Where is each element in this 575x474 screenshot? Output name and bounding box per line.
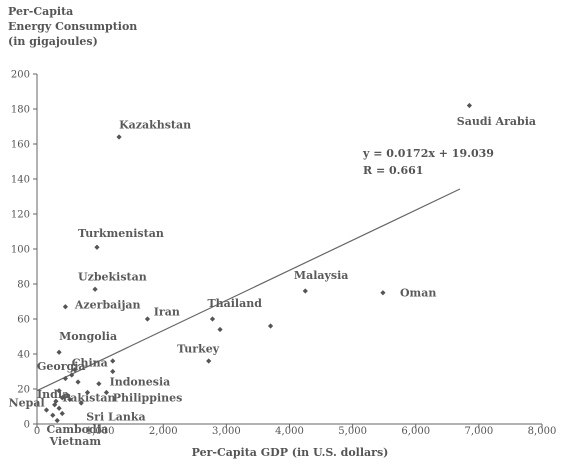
data-point <box>466 102 473 109</box>
data-point <box>144 316 151 322</box>
point-label: Indonesia <box>110 376 171 389</box>
data-point <box>380 290 386 296</box>
data-point <box>54 417 60 424</box>
data-point <box>92 286 98 292</box>
data-point <box>206 358 212 364</box>
x-tick-label: 6,000 <box>401 426 430 437</box>
trend-equation: y = 0.0172x + 19.039 <box>362 147 494 160</box>
data-point <box>62 375 69 382</box>
y-title-line-1: Per-Capita <box>8 5 73 18</box>
y-tick-label: 100 <box>11 245 30 256</box>
data-point <box>217 326 223 333</box>
point-label: Sri Lanka <box>86 411 145 424</box>
data-point <box>209 316 216 322</box>
data-point <box>96 381 102 387</box>
x-tick-label: 4,000 <box>275 426 304 437</box>
point-label: Philippines <box>113 391 183 404</box>
data-point <box>43 407 50 413</box>
data-point <box>59 395 65 401</box>
point-label: Cambodia <box>46 423 108 436</box>
x-tick-label: 1,000 <box>86 426 115 437</box>
point-label: India <box>37 388 69 401</box>
data-point <box>50 412 56 418</box>
x-ticks: 0 1,000 2,000 3,000 4,000 5,000 6,000 7,000 8,00… <box>34 424 557 437</box>
data-point <box>302 288 308 294</box>
x-axis-title: Per-Capita GDP (in U.S. dollars) <box>192 446 389 459</box>
point-label: Thailand <box>207 297 262 310</box>
data-point <box>103 389 110 396</box>
point-label: Vietnam <box>49 435 102 448</box>
data-point <box>94 244 100 250</box>
y-tick-label: 160 <box>11 140 30 151</box>
data-points <box>43 102 473 424</box>
point-label: Malaysia <box>294 269 349 282</box>
x-tick-label: 8,000 <box>528 426 557 437</box>
point-label: Pakistan <box>62 391 115 404</box>
point-label: China <box>72 356 108 369</box>
x-tick-label: 3,000 <box>212 426 241 437</box>
y-tick-label: 180 <box>11 105 30 116</box>
data-point <box>84 389 91 396</box>
y-tick-label: 40 <box>17 350 30 361</box>
point-label: Georgia <box>37 360 86 373</box>
y-tick-label: 20 <box>17 385 30 396</box>
data-point <box>116 134 122 140</box>
data-point <box>78 400 84 406</box>
point-labels: Kazakhstan Saudi Arabia Turkmenistan Uzbeki… <box>9 115 536 448</box>
y-tick-label: 200 <box>11 70 30 81</box>
y-title-line-3: (in gigajoules) <box>8 35 98 48</box>
point-label: Oman <box>400 286 436 299</box>
trendline <box>36 188 461 392</box>
y-tick-label: 80 <box>17 280 30 291</box>
data-point <box>110 368 116 375</box>
point-label: Nepal <box>9 397 45 410</box>
data-point <box>67 396 73 403</box>
point-label: Kazakhstan <box>119 118 191 131</box>
y-tick-label: 140 <box>11 175 30 186</box>
point-label: Iran <box>154 306 180 319</box>
data-point <box>52 402 58 408</box>
x-tick-label: 5,000 <box>338 426 367 437</box>
point-label: Mongolia <box>59 330 117 343</box>
data-point <box>56 405 62 411</box>
data-point <box>72 367 78 373</box>
data-point <box>62 304 69 310</box>
point-label: Saudi Arabia <box>457 115 536 128</box>
data-point <box>267 323 274 329</box>
data-point <box>56 349 62 355</box>
y-tick-label: 0 <box>24 420 30 431</box>
point-label: Azerbaijan <box>74 299 141 312</box>
y-axis-title: Per-Capita Energy Consumption (in gigajo… <box>8 5 137 48</box>
data-point <box>110 358 116 364</box>
x-tick-label: 2,000 <box>149 426 178 437</box>
data-point <box>59 410 65 417</box>
trend-r-value: R = 0.661 <box>363 164 423 177</box>
y-tick-label: 60 <box>17 315 30 326</box>
x-tick-label: 0 <box>34 426 40 437</box>
point-label: Uzbekistan <box>78 271 147 284</box>
point-label: Turkey <box>177 342 220 355</box>
y-ticks: 0 20 40 60 80 100 120 140 160 180 200 <box>11 70 37 431</box>
x-tick-label: 7,000 <box>465 426 494 437</box>
y-tick-label: 120 <box>11 210 30 221</box>
data-point <box>56 388 62 394</box>
data-point <box>69 372 75 378</box>
y-title-line-2: Energy Consumption <box>8 20 137 33</box>
data-point <box>75 379 81 385</box>
point-label: Turkmenistan <box>78 227 164 240</box>
